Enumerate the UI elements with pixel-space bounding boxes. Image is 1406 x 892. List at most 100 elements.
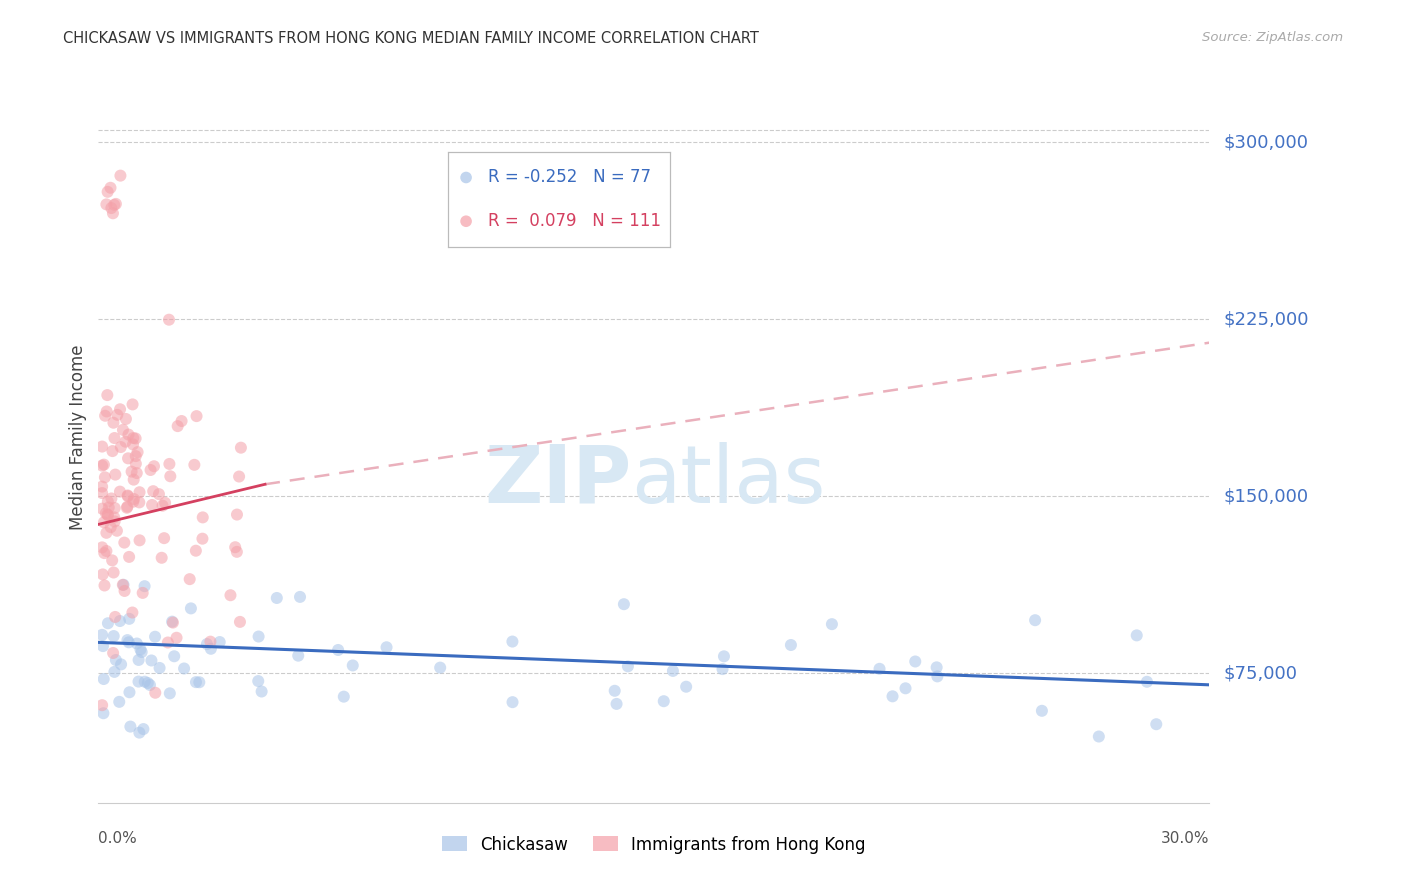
Text: $75,000: $75,000: [1225, 664, 1298, 682]
Point: [121, 606, 143, 620]
Point: [1031, 704, 1053, 718]
Point: [101, 553, 124, 567]
Point: [129, 642, 152, 657]
Point: [108, 402, 131, 417]
Point: [104, 610, 127, 624]
Point: [110, 169, 132, 183]
Point: [101, 646, 124, 660]
Point: [142, 484, 165, 499]
Point: [94, 409, 117, 423]
Point: [225, 545, 247, 559]
Point: [96, 525, 118, 540]
Point: [134, 579, 156, 593]
Point: [131, 586, 153, 600]
Point: [132, 722, 155, 736]
Text: 0.0%: 0.0%: [98, 831, 138, 847]
Point: [148, 487, 170, 501]
Point: [821, 617, 844, 632]
Point: [110, 657, 132, 672]
Point: [927, 669, 949, 683]
Point: [93, 458, 115, 472]
Point: [675, 680, 697, 694]
Point: [613, 597, 636, 611]
Point: [128, 495, 150, 509]
Point: [124, 432, 146, 446]
Point: [1125, 628, 1147, 642]
Point: [229, 441, 252, 455]
Point: [103, 510, 125, 524]
Point: [108, 614, 131, 628]
Point: [111, 423, 134, 437]
Point: [97, 494, 120, 508]
Point: [159, 686, 181, 700]
Point: [287, 648, 309, 663]
Point: [112, 578, 135, 592]
Point: [105, 524, 128, 538]
Point: [94, 470, 117, 484]
Point: [103, 198, 125, 212]
Point: [118, 685, 141, 699]
Point: [882, 690, 904, 704]
Point: [173, 661, 195, 675]
Point: [160, 615, 183, 629]
Point: [93, 706, 115, 721]
Point: [186, 409, 208, 423]
Point: [117, 500, 139, 514]
Point: [103, 431, 125, 445]
Point: [117, 488, 139, 502]
Point: [115, 412, 138, 426]
Point: [162, 615, 184, 630]
Point: [118, 549, 141, 564]
Point: [122, 491, 145, 506]
Point: [143, 459, 166, 474]
Point: [104, 197, 127, 211]
Point: [195, 637, 218, 651]
Point: [152, 499, 174, 513]
Point: [131, 645, 153, 659]
Point: [108, 484, 131, 499]
Point: [103, 629, 125, 643]
Point: [122, 473, 145, 487]
Point: [869, 662, 891, 676]
Point: [1144, 717, 1167, 731]
Point: [157, 312, 180, 326]
Point: [191, 532, 214, 546]
Point: [226, 508, 249, 522]
Point: [208, 635, 231, 649]
Point: [247, 630, 270, 644]
Point: [159, 469, 181, 483]
Point: [112, 535, 135, 549]
Point: [1136, 674, 1159, 689]
Point: [96, 404, 118, 418]
Point: [125, 636, 148, 650]
Point: [101, 206, 124, 220]
Point: [170, 414, 193, 428]
Point: [91, 628, 114, 642]
Point: [108, 695, 131, 709]
Point: [91, 480, 114, 494]
Point: [342, 658, 364, 673]
Text: atlas: atlas: [631, 442, 825, 520]
Point: [139, 463, 162, 477]
Point: [183, 458, 205, 472]
Point: [603, 683, 626, 698]
Point: [153, 496, 176, 510]
Point: [96, 197, 118, 211]
Point: [326, 643, 349, 657]
Point: [114, 434, 136, 449]
Point: [97, 508, 120, 523]
Point: [606, 697, 628, 711]
Point: [125, 466, 148, 480]
Point: [166, 631, 188, 645]
Point: [143, 686, 166, 700]
Point: [103, 665, 125, 679]
Point: [91, 567, 114, 582]
Point: [103, 566, 125, 580]
Point: [141, 653, 163, 667]
Point: [163, 649, 186, 664]
Point: [713, 649, 735, 664]
Point: [184, 543, 207, 558]
Point: [110, 440, 132, 454]
Point: [93, 578, 115, 592]
Point: [122, 437, 145, 451]
